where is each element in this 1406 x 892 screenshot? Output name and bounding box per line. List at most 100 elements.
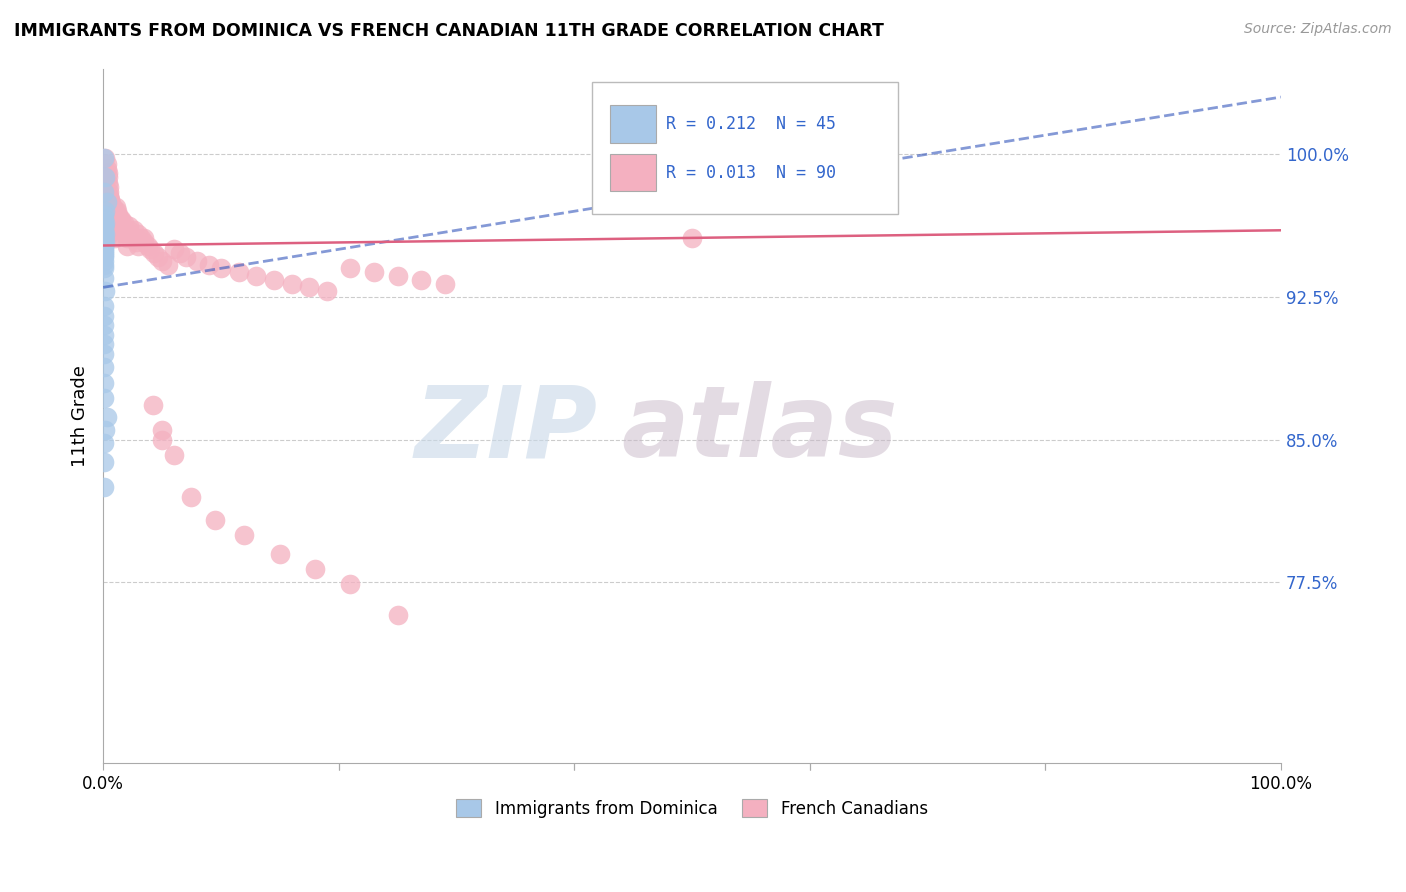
Point [98,193,121,207]
Point [96,194,118,209]
Point [93,261,115,276]
Point [93,185,115,199]
Point [93,233,115,247]
Point [115,238,138,252]
Point [122,223,145,237]
Point [94,423,117,437]
Point [93,327,115,342]
Point [94,227,117,241]
Point [94,169,117,184]
Point [94,151,117,165]
Point [204,512,226,526]
Point [94,284,117,298]
Point [93,299,115,313]
Point [148,250,170,264]
Point [125,235,148,249]
Point [93,229,115,244]
Text: Source: ZipAtlas.com: Source: ZipAtlas.com [1244,22,1392,37]
Point [387,268,409,283]
Point [98,196,121,211]
Point [107,208,129,222]
Point [110,211,132,226]
Point [198,258,221,272]
Point [104,231,127,245]
Point [93,455,115,469]
Point [363,265,385,279]
Point [233,528,256,542]
Point [96,162,118,177]
Point [94,216,117,230]
Point [93,246,115,260]
Point [387,607,409,622]
FancyBboxPatch shape [610,105,655,143]
Point [97,176,120,190]
Point [93,208,115,222]
Point [136,238,159,252]
Point [134,235,156,249]
Point [100,196,122,211]
Point [110,213,132,227]
Point [163,448,186,462]
Point [94,204,117,219]
Point [101,211,124,226]
Point [93,242,115,256]
Point [105,201,128,215]
Point [411,273,433,287]
Point [174,250,197,264]
Point [93,218,115,232]
Point [100,204,122,219]
Point [93,270,115,285]
Point [142,398,165,412]
Point [100,208,122,222]
Point [112,225,135,239]
Point [93,258,115,272]
Point [104,227,127,241]
Point [139,242,162,256]
Point [112,216,135,230]
Point [98,179,121,194]
Point [98,189,121,203]
Point [96,409,118,424]
Point [180,490,202,504]
Point [105,208,128,222]
Point [93,225,115,239]
Point [93,250,115,264]
Point [127,227,149,241]
Point [98,189,121,203]
Point [142,246,165,260]
Text: R = 0.013  N = 90: R = 0.013 N = 90 [666,164,837,182]
Point [134,231,156,245]
Point [111,218,134,232]
Point [101,201,124,215]
Point [97,169,120,184]
Point [93,360,115,375]
Point [150,253,173,268]
Point [115,231,138,245]
Point [93,436,115,450]
Point [96,198,118,212]
Point [263,273,285,287]
Point [93,221,115,235]
Point [120,227,142,241]
Y-axis label: 11th Grade: 11th Grade [72,365,89,467]
FancyBboxPatch shape [592,82,898,214]
Text: R = 0.212  N = 45: R = 0.212 N = 45 [666,115,837,133]
Text: atlas: atlas [621,381,898,478]
Point [118,219,141,234]
Point [98,193,121,207]
Point [98,185,121,199]
Point [163,242,186,256]
Point [105,204,128,219]
Point [114,227,136,241]
Point [127,238,149,252]
Point [129,231,152,245]
Point [93,244,115,259]
Point [316,284,339,298]
Point [93,236,115,251]
Point [122,231,145,245]
Point [94,194,117,209]
Point [186,253,208,268]
Text: IMMIGRANTS FROM DOMINICA VS FRENCH CANADIAN 11TH GRADE CORRELATION CHART: IMMIGRANTS FROM DOMINICA VS FRENCH CANAD… [14,22,884,40]
Point [681,231,703,245]
Point [156,258,179,272]
